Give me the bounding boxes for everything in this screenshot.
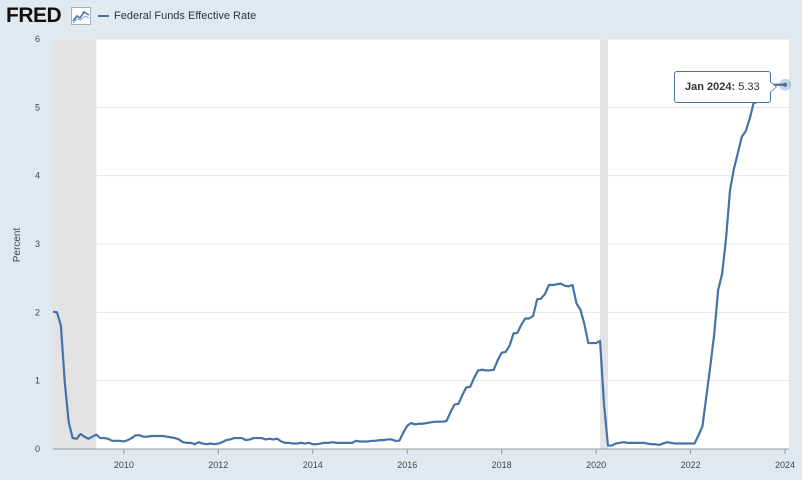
x-tick-label: 2012: [208, 460, 228, 470]
tooltip-date: Jan 2024:: [685, 81, 736, 93]
x-tick-label: 2010: [114, 460, 134, 470]
y-axis-ticks: 0 1 2 3 4 5 6: [35, 34, 40, 454]
hover-point: [783, 82, 788, 87]
y-tick-label: 3: [35, 239, 40, 249]
data-tooltip: Jan 2024: 5.33: [674, 71, 777, 103]
legend[interactable]: Federal Funds Effective Rate: [98, 9, 256, 23]
x-tick-label: 2016: [397, 460, 417, 470]
y-tick-label: 6: [35, 34, 40, 44]
series-line: [52, 83, 786, 447]
x-tick-label: 2014: [303, 460, 323, 470]
tooltip-value: 5.33: [738, 81, 760, 93]
hover-marker: [779, 78, 792, 91]
fred-logo[interactable]: FRED: [6, 4, 62, 27]
legend-swatch: [98, 15, 109, 17]
y-axis-title: Percent: [12, 228, 23, 263]
x-axis-ticks: 2010 2012 2014 2016 2018 2020 2022 2024: [53, 448, 795, 470]
x-tick-label: 2022: [681, 460, 701, 470]
y-tick-label: 0: [35, 444, 40, 454]
y-tick-label: 4: [35, 171, 40, 181]
x-tick-label: 2024: [775, 460, 795, 470]
series-line-path: [52, 83, 786, 447]
y-tick-label: 1: [35, 376, 40, 386]
chart-header: FRED Federal Funds Effective Rate: [0, 0, 802, 32]
line-graph-logo-icon: [71, 7, 91, 25]
y-tick-label: 2: [35, 307, 40, 317]
x-tick-label: 2020: [586, 460, 606, 470]
x-tick-label: 2018: [492, 460, 512, 470]
y-tick-label: 5: [35, 102, 40, 112]
legend-label: Federal Funds Effective Rate: [114, 10, 257, 22]
